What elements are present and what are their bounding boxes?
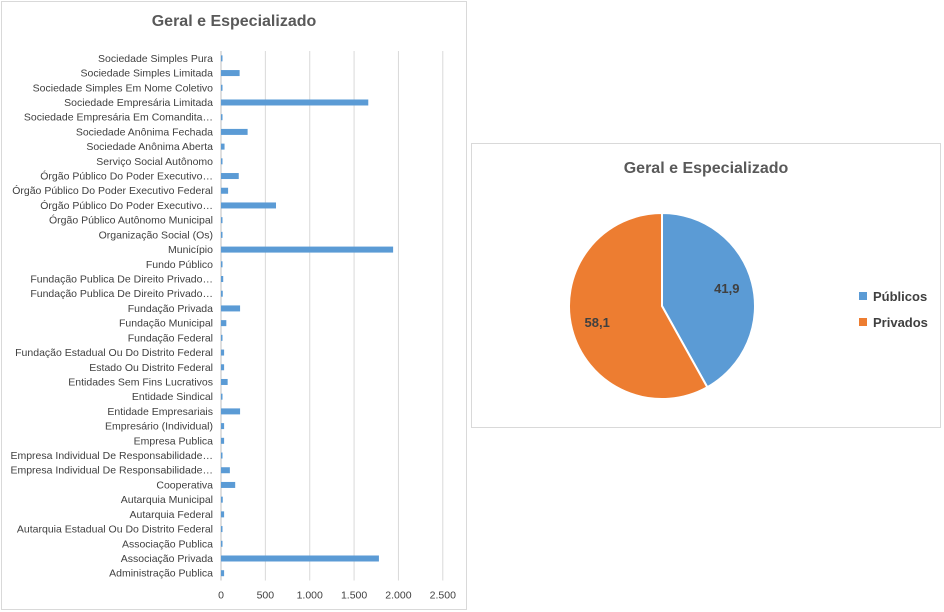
bar [221, 364, 225, 371]
bar [221, 496, 223, 503]
bar [221, 393, 223, 400]
category-label: Sociedade Simples Em Nome Coletivo [33, 82, 213, 94]
category-label: Órgão Público Do Poder Executivo… [40, 199, 213, 212]
bar [221, 334, 223, 341]
category-label: Empresário (Individual) [105, 421, 213, 433]
category-label: Fundação Privada [128, 303, 213, 315]
bar [221, 378, 228, 385]
bar [221, 408, 241, 415]
bar [221, 437, 225, 444]
category-label: Associação Publica [122, 538, 213, 550]
category-label: Autarquia Federal [130, 509, 213, 521]
legend-item-privados: Privados [859, 309, 928, 335]
bar [221, 173, 239, 180]
bar-chart-title: Geral e Especializado [151, 13, 317, 30]
category-label: Órgão Público Do Poder Executivo… [40, 170, 213, 183]
pie-chart-panel: Geral e Especializado 41,9 58,1 Públicos … [471, 143, 941, 428]
category-label: Sociedade Anônima Fechada [76, 126, 213, 138]
legend-swatch-privados [859, 318, 867, 326]
bar [221, 320, 227, 327]
bar-chart-panel: Geral e Especializado Sociedade Simples … [1, 1, 467, 610]
pie-data-label: 41,9 [714, 281, 739, 296]
bar [221, 540, 223, 547]
legend-swatch-publicos [859, 292, 867, 300]
legend-item-publicos: Públicos [859, 283, 928, 309]
bar [221, 276, 224, 283]
x-tick-label: 1.000 [297, 590, 323, 602]
bar [221, 349, 225, 356]
bar [221, 84, 223, 91]
bar [221, 452, 223, 459]
bar [221, 526, 223, 533]
category-label: Empresa Individual De Responsabilidade… [10, 450, 213, 462]
category-label: Fundação Estadual Ou Do Distrito Federal [15, 347, 213, 359]
bar [221, 187, 229, 194]
bar [221, 261, 223, 268]
bar [221, 99, 369, 106]
bar [221, 246, 394, 253]
category-label: Cooperativa [156, 479, 213, 491]
category-label: Entidade Sindical [132, 391, 213, 403]
category-label: Entidades Sem Fins Lucrativos [68, 376, 213, 388]
bar [221, 70, 240, 77]
pie-slice [568, 211, 709, 400]
legend-label-publicos: Públicos [873, 288, 928, 304]
category-label: Sociedade Anônima Aberta [86, 141, 213, 153]
pie-legend: Públicos Privados [859, 283, 928, 335]
category-label: Sociedade Empresária Em Comandita… [24, 112, 213, 124]
category-label: Fundação Publica De Direito Privado… [30, 288, 213, 300]
bar [221, 231, 223, 238]
category-label: Fundação Municipal [119, 318, 213, 330]
category-label: Serviço Social Autônomo [96, 156, 213, 168]
bar [221, 570, 225, 577]
bar [221, 217, 223, 224]
x-tick-label: 0 [218, 590, 224, 602]
bar [221, 114, 223, 121]
pie-data-label: 58,1 [585, 315, 610, 330]
category-label: Fundo Público [146, 259, 213, 271]
bar [221, 202, 277, 209]
category-label: Associação Privada [121, 553, 213, 565]
category-label: Órgão Público Autônomo Municipal [49, 214, 213, 227]
bar [221, 423, 225, 430]
category-label: Órgão Público Do Poder Executivo Federal [12, 184, 213, 197]
bar [221, 128, 248, 135]
category-label: Autarquia Municipal [121, 494, 213, 506]
pie-slice [661, 211, 756, 389]
category-label: Fundação Federal [128, 332, 213, 344]
bar [221, 55, 223, 62]
category-label: Fundação Publica De Direito Privado… [30, 274, 213, 286]
category-label: Autarquia Estadual Ou Do Distrito Federa… [17, 524, 213, 536]
bar [221, 555, 379, 562]
bar [221, 158, 223, 165]
category-label: Sociedade Empresária Limitada [64, 97, 213, 109]
bar [221, 511, 225, 518]
bar [221, 305, 241, 312]
category-label: Administração Publica [109, 568, 213, 580]
legend-label-privados: Privados [873, 314, 928, 330]
pie-chart-title: Geral e Especializado [623, 160, 789, 177]
category-label: Sociedade Simples Limitada [81, 68, 214, 80]
bar [221, 143, 225, 150]
category-label: Município [168, 244, 213, 256]
category-label: Entidade Empresariais [107, 406, 213, 418]
bar [221, 467, 230, 474]
bar [221, 481, 236, 488]
x-tick-label: 2.500 [430, 590, 456, 602]
category-label: Empresa Publica [134, 435, 214, 447]
category-label: Empresa Individual De Responsabilidade… [10, 465, 213, 477]
pie-chart: 41,9 58,1 [568, 211, 756, 400]
x-tick-label: 500 [257, 590, 275, 602]
bar [221, 290, 223, 297]
category-label: Sociedade Simples Pura [98, 53, 213, 65]
category-label: Organização Social (Os) [99, 229, 213, 241]
bar-chart: Sociedade Simples Pura Sociedade Simples … [10, 51, 456, 602]
x-tick-label: 2.000 [385, 590, 411, 602]
x-tick-label: 1.500 [341, 590, 367, 602]
category-label: Estado Ou Distrito Federal [89, 362, 213, 374]
